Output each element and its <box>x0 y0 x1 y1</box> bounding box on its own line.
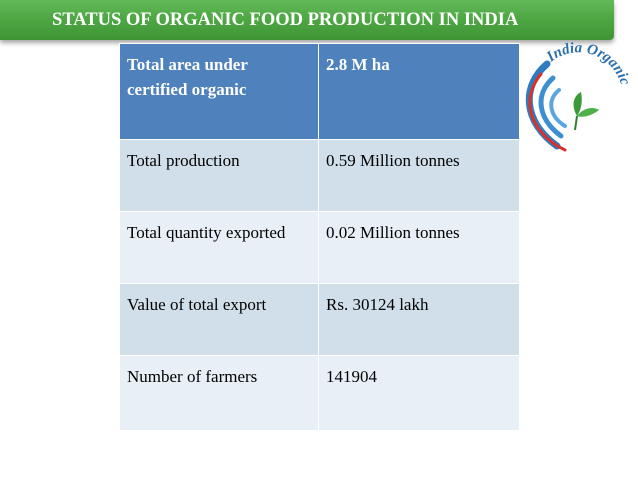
table-row: Total production 0.59 Million tonnes <box>119 139 520 212</box>
india-organic-logo: India Organic <box>517 38 635 156</box>
row-label: Total area under certified organic <box>119 43 319 140</box>
row-value: Rs. 30124 lakh <box>318 283 520 356</box>
row-value: 0.59 Million tonnes <box>318 139 520 212</box>
table-row: Number of farmers 141904 <box>119 355 520 431</box>
row-label: Total quantity exported <box>119 211 319 284</box>
organic-status-table: Total area under certified organic 2.8 M… <box>119 43 520 431</box>
svg-text:India Organic: India Organic <box>543 40 633 87</box>
row-value: 141904 <box>318 355 520 431</box>
row-label: Total production <box>119 139 319 212</box>
row-label: Value of total export <box>119 283 319 356</box>
table-row: Total area under certified organic 2.8 M… <box>119 43 520 140</box>
row-value: 0.02 Million tonnes <box>318 211 520 284</box>
row-value: 2.8 M ha <box>318 43 520 140</box>
slide-title: STATUS OF ORGANIC FOOD PRODUCTION IN IND… <box>52 9 519 30</box>
india-organic-logo-graphic: India Organic <box>525 40 633 152</box>
table-row: Value of total export Rs. 30124 lakh <box>119 283 520 356</box>
title-bar: STATUS OF ORGANIC FOOD PRODUCTION IN IND… <box>0 0 614 40</box>
logo-text: India Organic <box>543 40 633 87</box>
row-label: Number of farmers <box>119 355 319 431</box>
table-row: Total quantity exported 0.02 Million ton… <box>119 211 520 284</box>
